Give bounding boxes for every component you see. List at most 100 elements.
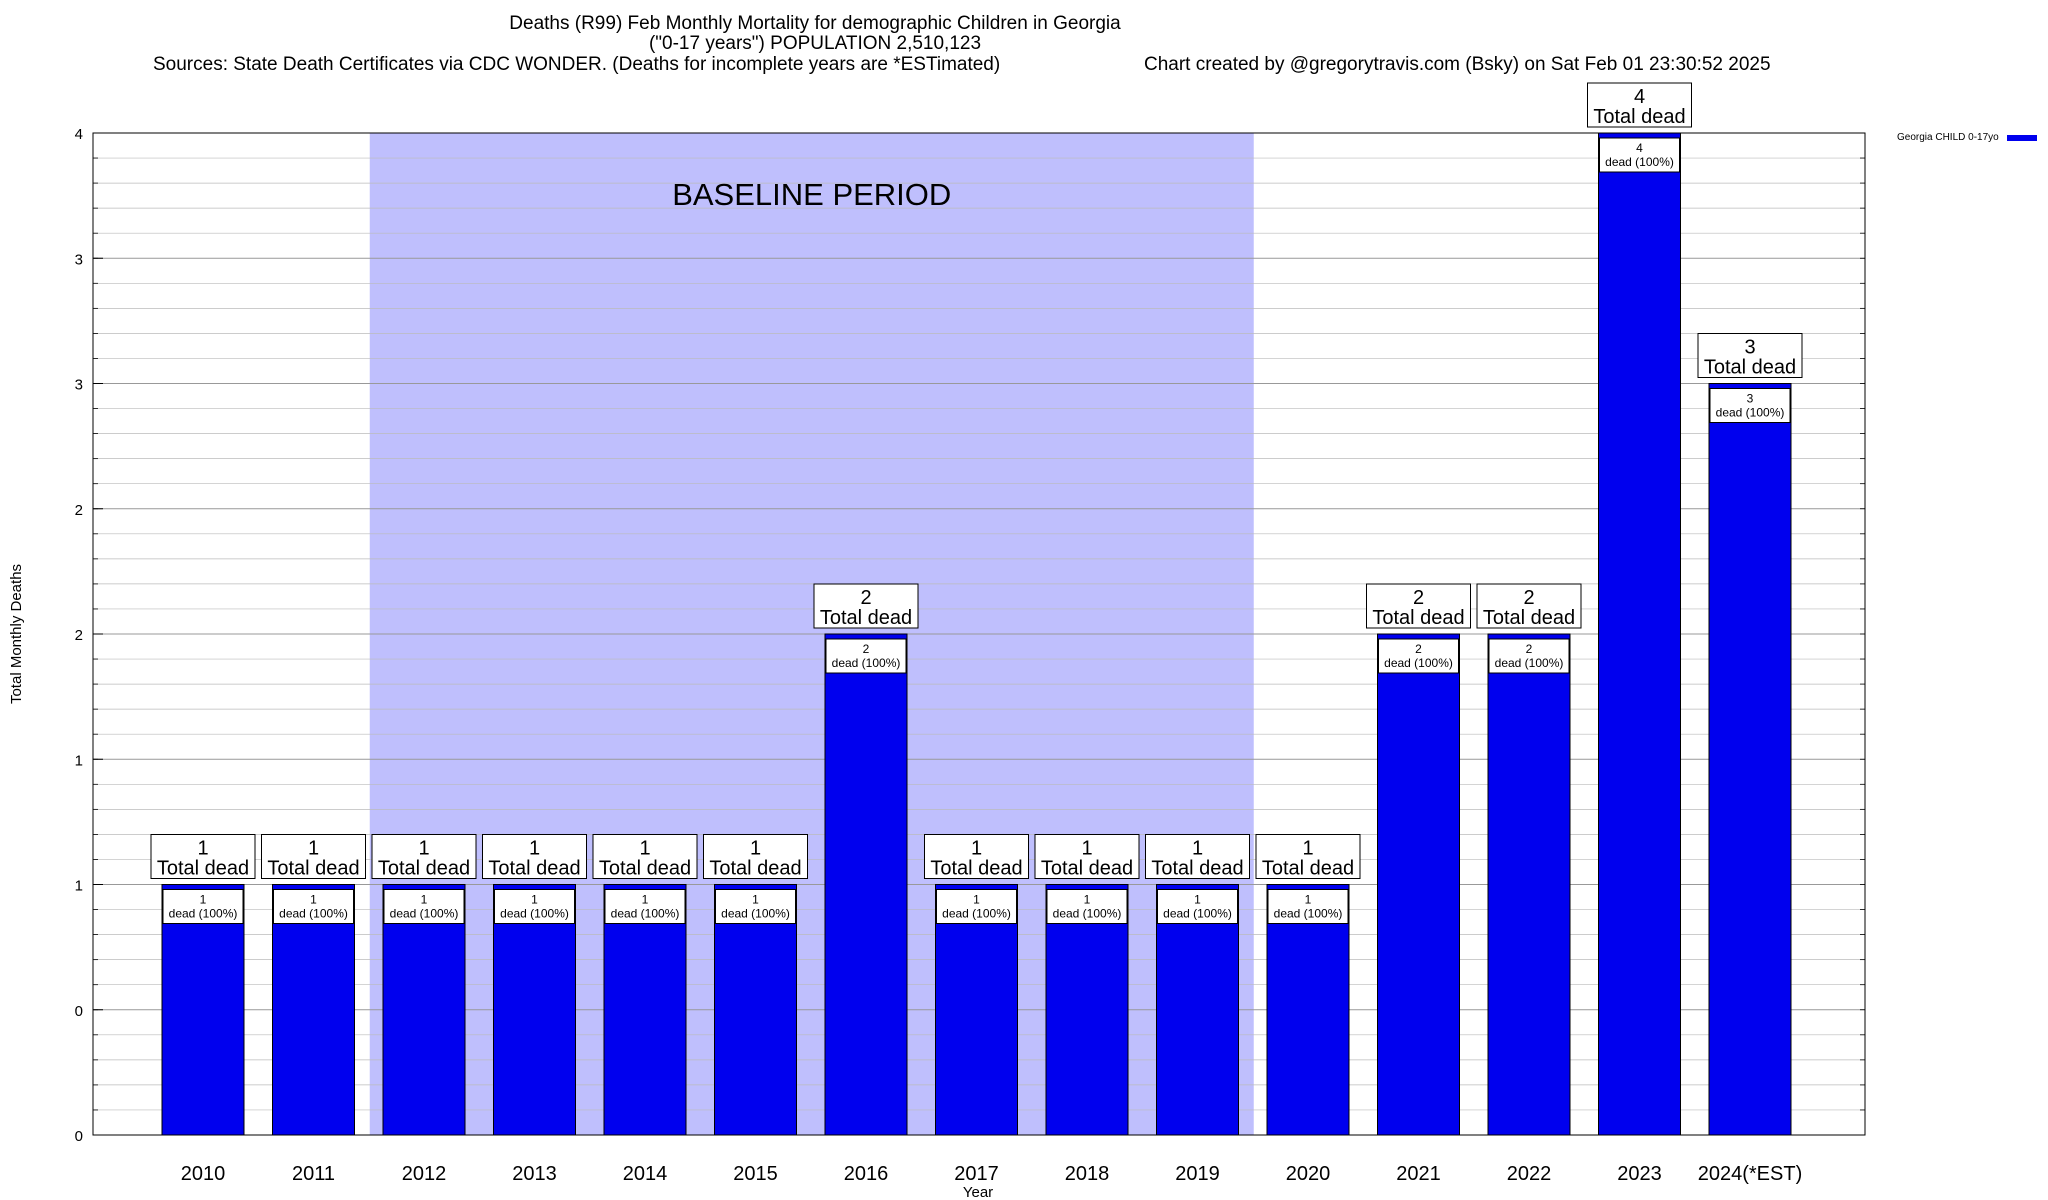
bar <box>493 884 576 1136</box>
bar-total-value: 1 <box>1302 838 1313 860</box>
bar-inner-label-box <box>604 889 686 924</box>
legend-swatch <box>2006 134 2037 141</box>
bar-inner-percent: dead (100%) <box>1495 656 1564 670</box>
bar <box>824 633 908 1136</box>
bar-inner-value: 1 <box>752 893 759 907</box>
bar-inner-label-box <box>825 638 907 674</box>
bar-total-value: 1 <box>1081 838 1092 860</box>
bar-inner-label-box <box>273 889 354 924</box>
bar-inner-percent: dead (100%) <box>1384 656 1453 670</box>
y-tick-label: 1 <box>75 752 83 769</box>
bar-total-label-box <box>261 834 366 879</box>
bar-total-label-box <box>924 834 1029 879</box>
bar-total-value: 1 <box>1192 838 1203 860</box>
bar <box>382 884 466 1136</box>
x-tick-label: 2021 <box>1396 1163 1441 1185</box>
bar-total-label-box <box>1587 82 1692 128</box>
bar-total-label-box <box>1145 834 1250 879</box>
bar-inner-value: 1 <box>1305 893 1312 907</box>
bar-total-label-box <box>1476 583 1582 629</box>
bar-total-label-box <box>813 583 919 629</box>
x-axis-title: Year <box>963 1184 993 1200</box>
bar-total-label-box <box>150 834 256 879</box>
bar-total-value: 1 <box>529 838 540 860</box>
bar-total-value: 1 <box>971 838 982 860</box>
bar-total-text: Total dead <box>930 858 1022 880</box>
bar-inner-value: 1 <box>531 893 538 907</box>
legend-label: Georgia CHILD 0-17yo <box>1897 132 1999 143</box>
plot-frame <box>92 132 1866 1136</box>
bar <box>272 884 355 1136</box>
bar-total-text: Total dead <box>599 858 691 880</box>
chart-subtitle: ("0-17 years") POPULATION 2,510,123 <box>648 33 982 54</box>
bar-inner-label-box <box>162 889 244 924</box>
bar <box>1045 884 1129 1136</box>
y-tick-label: 3 <box>75 377 83 394</box>
bar-total-text: Total dead <box>709 858 801 880</box>
bar-inner-percent: dead (100%) <box>832 656 901 670</box>
bar-inner-value: 2 <box>863 642 870 656</box>
bar-inner-label-box <box>494 889 575 924</box>
x-tick-label: 2017 <box>954 1163 999 1185</box>
bar-total-text: Total dead <box>1483 607 1575 629</box>
bar <box>1598 132 1681 1136</box>
chart-sources: Sources: State Death Certificates via CD… <box>153 54 1001 75</box>
bar-inner-label-box <box>1599 137 1680 173</box>
bar <box>714 884 797 1136</box>
bar-inner-label-box <box>1267 889 1349 924</box>
bar-inner-value: 1 <box>642 893 649 907</box>
x-tick-label: 2011 <box>292 1163 335 1185</box>
x-tick-label: 2023 <box>1617 1163 1662 1185</box>
y-tick-label: 1 <box>75 878 83 895</box>
bar-total-text: Total dead <box>378 858 470 880</box>
bar-total-text: Total dead <box>1151 858 1243 880</box>
x-tick-label: 2020 <box>1286 1163 1331 1185</box>
bar-inner-value: 4 <box>1636 141 1643 155</box>
chart-title-block: Deaths (R99) Feb Monthly Mortality for d… <box>0 14 1630 54</box>
y-tick-label: 2 <box>75 627 83 644</box>
chart-title: Deaths (R99) Feb Monthly Mortality for d… <box>509 13 1121 34</box>
chart-credit: Chart created by @gregorytravis.com (Bsk… <box>1144 54 1771 75</box>
bar-inner-percent: dead (100%) <box>1605 155 1674 169</box>
bar-inner-label-box <box>1378 638 1459 674</box>
x-tick-label: 2014 <box>623 1163 668 1185</box>
bar-total-label-box <box>1366 583 1471 629</box>
y-tick-label: 3 <box>75 251 83 268</box>
bar-inner-percent: dead (100%) <box>279 907 348 921</box>
bar-inner-value: 1 <box>200 893 207 907</box>
bar-inner-label-box <box>1046 889 1128 924</box>
bar-total-text: Total dead <box>1704 357 1796 379</box>
bar-total-label-box <box>592 834 698 879</box>
bar-total-label-box <box>1697 333 1803 378</box>
bar <box>1487 633 1571 1136</box>
bar-total-value: 1 <box>750 838 761 860</box>
bar <box>161 884 245 1136</box>
bar-inner-value: 1 <box>973 893 980 907</box>
y-tick-label: 0 <box>75 1128 83 1145</box>
bar-inner-value: 2 <box>1526 642 1533 656</box>
bar-total-value: 1 <box>308 838 319 860</box>
bar-total-text: Total dead <box>157 858 249 880</box>
y-tick-label: 0 <box>75 1003 83 1020</box>
bar-inner-label-box <box>1157 889 1238 924</box>
bar-total-label-box <box>1255 834 1361 879</box>
y-tick-label: 2 <box>75 502 83 519</box>
bar-inner-percent: dead (100%) <box>942 907 1011 921</box>
bar-total-text: Total dead <box>1372 607 1464 629</box>
bar-inner-percent: dead (100%) <box>1053 907 1122 921</box>
bar-inner-percent: dead (100%) <box>1274 907 1343 921</box>
x-tick-label: 2015 <box>733 1163 778 1185</box>
chart-legend: Georgia CHILD 0-17yo <box>1897 132 2037 143</box>
bar-inner-label-box <box>383 889 465 924</box>
bar-total-text: Total dead <box>1262 858 1354 880</box>
bar-total-text: Total dead <box>488 858 580 880</box>
bar-inner-label-box <box>1709 388 1791 423</box>
bar-inner-label-box <box>936 889 1017 924</box>
x-tick-label: 2013 <box>512 1163 557 1185</box>
bar-total-text: Total dead <box>267 858 359 880</box>
x-tick-label: 2022 <box>1507 1163 1552 1185</box>
bar-total-value: 2 <box>1523 587 1534 609</box>
bar-inner-label-box <box>1488 638 1570 674</box>
bar <box>603 884 687 1136</box>
x-tick-label: 2010 <box>181 1163 226 1185</box>
